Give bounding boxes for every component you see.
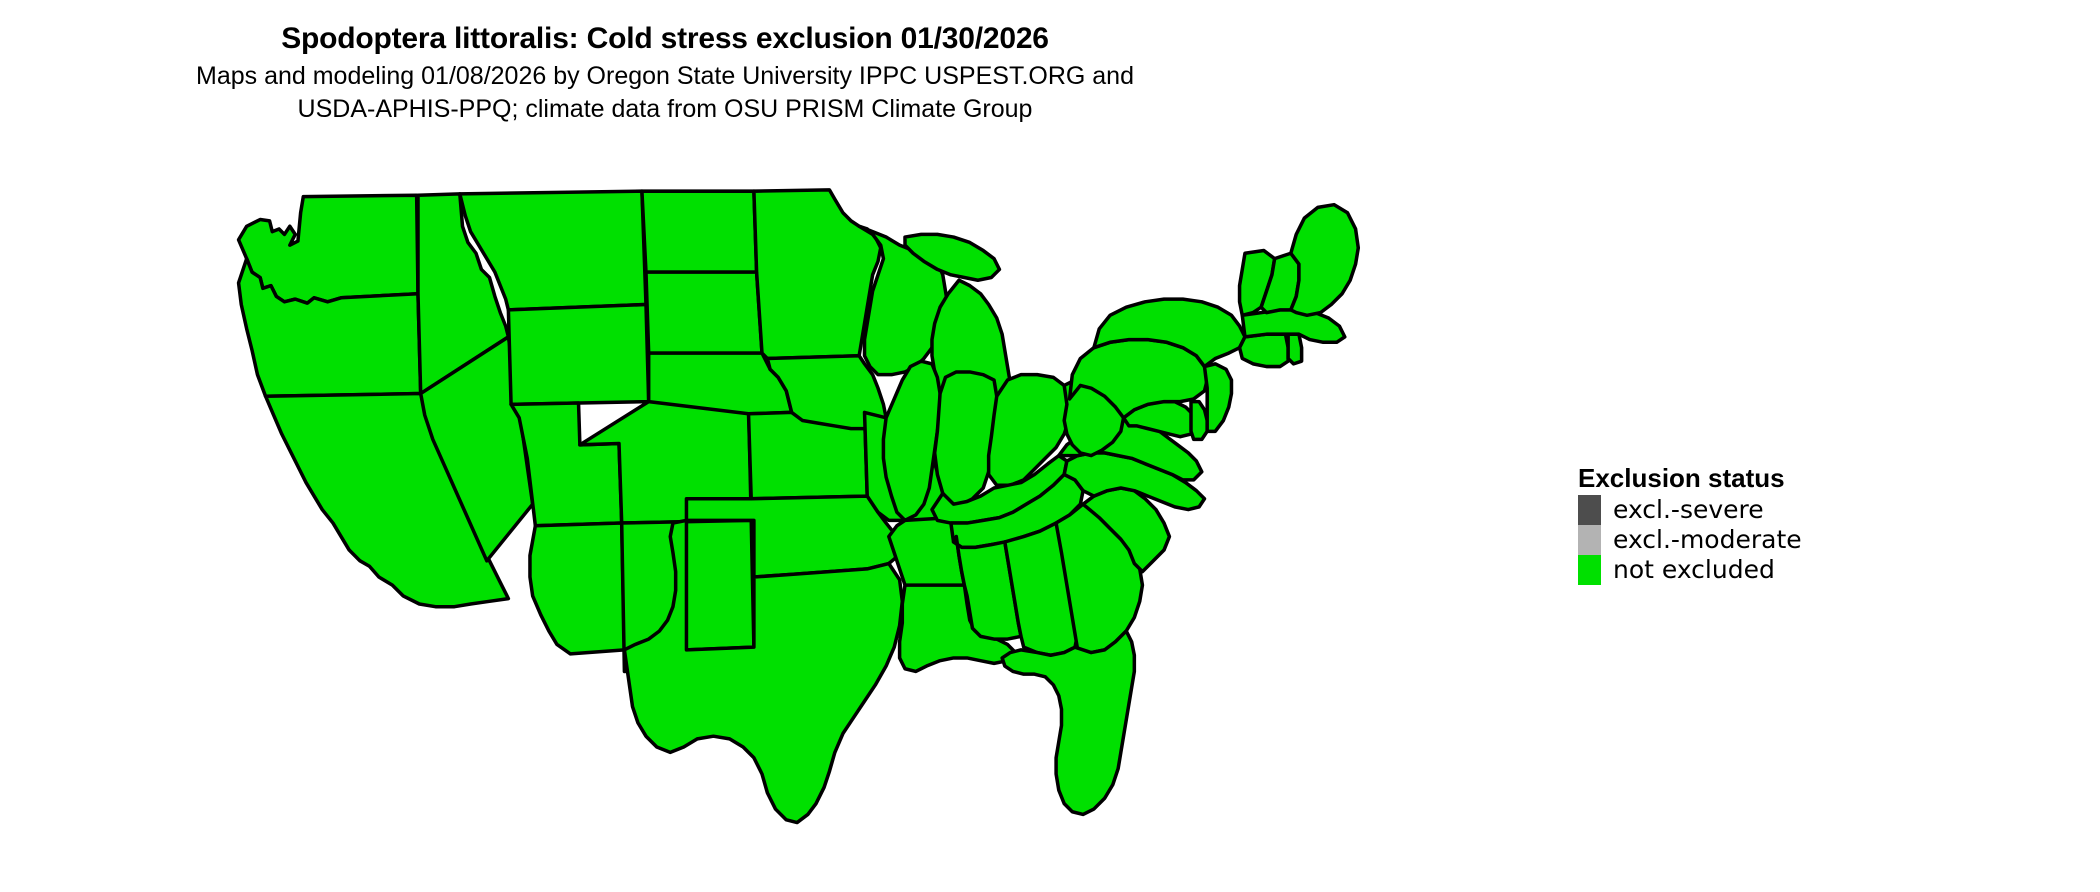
subtitle-line-2: USDA-APHIS-PPQ; climate data from OSU PR…: [297, 95, 1033, 123]
legend-label-moderate: excl.-moderate: [1613, 525, 1802, 554]
state-new-jersey[interactable]: [1202, 362, 1234, 434]
us-map-svg: [236, 188, 1361, 825]
legend-swatch-severe: [1578, 495, 1601, 525]
legend-label-not-excluded: not excluded: [1613, 555, 1775, 584]
legend-swatch-moderate: [1578, 525, 1601, 555]
legend-swatch-not-excluded: [1578, 555, 1601, 585]
page-title: Spodoptera littoralis: Cold stress exclu…: [281, 22, 1049, 55]
state-vermont[interactable]: [1237, 248, 1277, 318]
us-map: [230, 175, 1580, 890]
subtitle-line-1: Maps and modeling 01/08/2026 by Oregon S…: [196, 62, 1134, 90]
legend-title: Exclusion status: [1578, 463, 1785, 493]
state-polygons: [236, 188, 1361, 825]
state-minnesota[interactable]: [752, 188, 883, 361]
state-texas[interactable]: [622, 518, 905, 825]
page-subtitle: Maps and modeling 01/08/2026 by Oregon S…: [0, 60, 1330, 126]
legend-rows: excl.-severe excl.-moderate not excluded: [1578, 495, 1938, 585]
state-arizona[interactable]: [528, 521, 627, 656]
state-ohio[interactable]: [986, 372, 1072, 488]
state-michigan-up[interactable]: [903, 232, 1002, 282]
state-florida[interactable]: [1000, 629, 1137, 817]
legend-row-not-excluded[interactable]: not excluded: [1578, 555, 1938, 585]
state-south-dakota[interactable]: [644, 270, 764, 355]
state-oregon[interactable]: [236, 256, 423, 398]
state-iowa[interactable]: [765, 354, 888, 431]
legend-row-moderate[interactable]: excl.-moderate: [1578, 525, 1938, 555]
state-illinois[interactable]: [881, 359, 942, 523]
legend: Exclusion status excl.-severe excl.-mode…: [1578, 463, 1938, 585]
state-rhode-island[interactable]: [1286, 332, 1304, 366]
state-maine[interactable]: [1289, 202, 1361, 318]
state-connecticut[interactable]: [1237, 332, 1290, 369]
state-delaware[interactable]: [1189, 399, 1209, 442]
legend-label-severe: excl.-severe: [1613, 495, 1764, 524]
state-wyoming[interactable]: [506, 302, 651, 407]
legend-row-severe[interactable]: excl.-severe: [1578, 495, 1938, 525]
state-north-dakota[interactable]: [640, 189, 759, 274]
state-indiana[interactable]: [932, 370, 999, 506]
